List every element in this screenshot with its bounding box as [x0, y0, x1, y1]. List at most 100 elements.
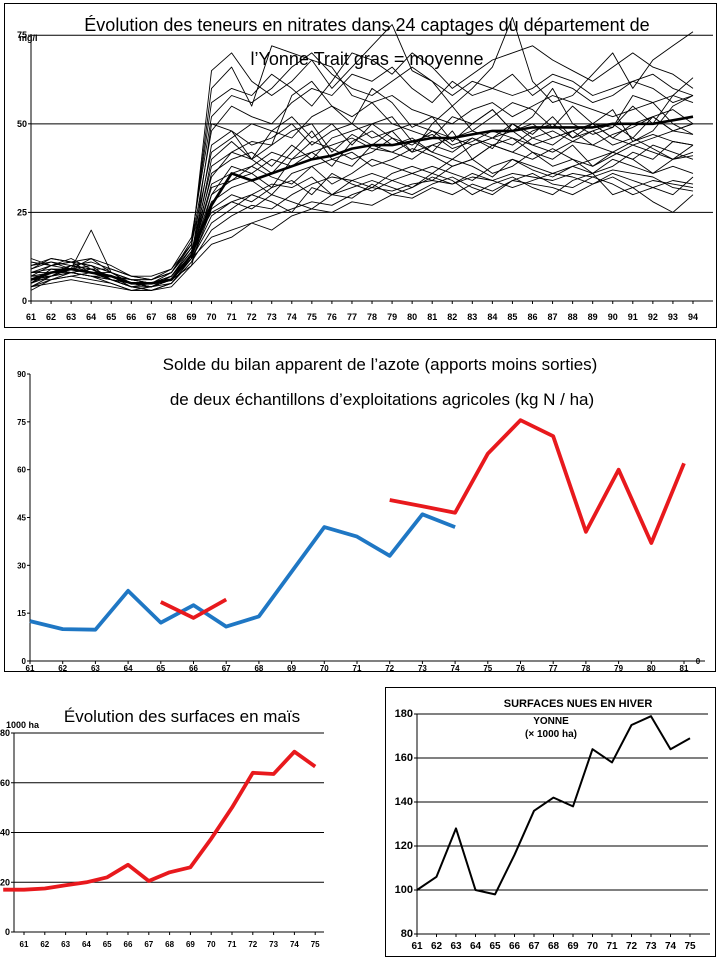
x-tick-label: 86 [527, 312, 537, 322]
x-tick-label: 64 [470, 941, 482, 952]
x-tick-label: 75 [483, 664, 492, 673]
x-tick-label: 78 [367, 312, 377, 322]
x-tick-label: 77 [549, 664, 558, 673]
series-line-7 [30, 172, 694, 281]
series-line-15 [30, 45, 694, 281]
x-tick-label: 74 [287, 312, 297, 322]
mean-line [30, 115, 694, 285]
y-tick-label: 75 [17, 418, 26, 427]
x-tick-label: 66 [124, 940, 133, 949]
x-tick-label: 64 [82, 940, 91, 949]
y-tick-label: 0 [22, 657, 27, 666]
x-tick-label: 82 [447, 312, 457, 322]
x-tick-label: 63 [61, 940, 70, 949]
x-tick-label: 89 [588, 312, 598, 322]
surfaces-nues-panel: SURFACES NUES EN HIVER YONNE (× 1000 ha)… [385, 687, 716, 957]
x-tick-label: 65 [103, 940, 112, 949]
x-tick-label: 70 [587, 941, 599, 952]
y-tick-label: 45 [17, 514, 26, 523]
y-tick-label: 20 [0, 877, 10, 887]
x-tick-label: 93 [668, 312, 678, 322]
x-tick-label: 91 [628, 312, 638, 322]
x-tick-label: 83 [467, 312, 477, 322]
y-tick-label: 180 [395, 708, 413, 720]
x-tick-label: 87 [548, 312, 558, 322]
x-tick-label: 76 [327, 312, 337, 322]
x-tick-label: 78 [581, 664, 590, 673]
series-line-11 [30, 169, 694, 284]
surfaces-nues-subtitle: YONNE [533, 716, 569, 727]
x-tick-label: 67 [528, 941, 540, 952]
x-tick-label: 92 [648, 312, 658, 322]
y-tick-label: 80 [0, 728, 10, 738]
x-tick-label: 72 [385, 664, 394, 673]
x-tick-label: 77 [347, 312, 357, 322]
series-line-1 [416, 715, 691, 896]
x-tick-label: 63 [66, 312, 76, 322]
surfaces-nues-chart: SURFACES NUES EN HIVER YONNE (× 1000 ha)… [395, 698, 710, 952]
x-tick-label: 68 [165, 940, 174, 949]
x-tick-label: 71 [353, 664, 362, 673]
y-tick-label: 90 [17, 370, 26, 379]
y-tick-label: 160 [395, 752, 413, 764]
x-tick-label: 61 [26, 312, 36, 322]
x-tick-label: 72 [248, 940, 257, 949]
x-tick-label: 90 [608, 312, 618, 322]
x-tick-label: 75 [311, 940, 320, 949]
x-tick-label: 69 [186, 940, 195, 949]
series-line-12 [30, 52, 694, 284]
series-line-24 [30, 123, 694, 288]
series-line-22 [30, 172, 694, 288]
x-tick-label: 66 [126, 312, 136, 322]
x-tick-label: 68 [254, 664, 263, 673]
y-tick-label: 40 [0, 828, 10, 838]
x-tick-label: 74 [665, 941, 677, 952]
x-tick-label: 61 [20, 940, 29, 949]
x-tick-label: 61 [411, 941, 423, 952]
series-line-5 [30, 116, 694, 288]
x-tick-label: 67 [146, 312, 156, 322]
x-tick-label: 71 [606, 941, 618, 952]
x-tick-label: 85 [507, 312, 517, 322]
y-tick-label: 30 [17, 561, 26, 570]
x-tick-label: 63 [91, 664, 100, 673]
y-tick-label: 25 [17, 207, 27, 217]
x-tick-label: 71 [228, 940, 237, 949]
x-tick-label: 67 [144, 940, 153, 949]
x-tick-label: 75 [307, 312, 317, 322]
x-tick-label: 75 [684, 941, 696, 952]
y-tick-label: 60 [17, 466, 26, 475]
x-tick-label: 66 [509, 941, 521, 952]
mais-panel: Évolution des surfaces en maïs 1000 ha 0… [0, 698, 338, 956]
series-line-16 [30, 109, 694, 284]
x-tick-label: 68 [548, 941, 560, 952]
x-tick-label: 72 [247, 312, 257, 322]
y-tick-label: 80 [401, 928, 413, 940]
y-tick-label: 50 [17, 119, 27, 129]
nitrates-ylabel: mg/l [19, 33, 38, 43]
series-line-1 [29, 512, 456, 632]
azote-title-line1: Solde du bilan apparent de l’azote (appo… [163, 355, 598, 374]
series-line-8 [30, 116, 694, 288]
x-tick-label: 62 [431, 941, 443, 952]
nitrates-panel: Évolution des teneurs en nitrates dans 2… [4, 3, 717, 328]
x-tick-label: 65 [156, 664, 165, 673]
x-tick-label: 65 [106, 312, 116, 322]
x-tick-label: 73 [269, 940, 278, 949]
x-tick-label: 94 [688, 312, 698, 322]
y-tick-label: 75 [17, 30, 27, 40]
x-tick-label: 62 [46, 312, 56, 322]
x-tick-label: 70 [207, 940, 216, 949]
mais-ylabel: 1000 ha [6, 720, 40, 730]
x-tick-label: 88 [568, 312, 578, 322]
x-tick-label: 65 [489, 941, 501, 952]
x-tick-label: 80 [647, 664, 656, 673]
x-tick-label: 84 [487, 312, 497, 322]
mais-chart: Évolution des surfaces en maïs 1000 ha 0… [0, 707, 324, 949]
series-line-13 [31, 130, 694, 288]
x-tick-label: 62 [58, 664, 67, 673]
x-tick-label: 67 [222, 664, 231, 673]
x-tick-label: 64 [124, 664, 133, 673]
series-line-23 [30, 52, 694, 277]
series-line-19 [30, 176, 694, 291]
